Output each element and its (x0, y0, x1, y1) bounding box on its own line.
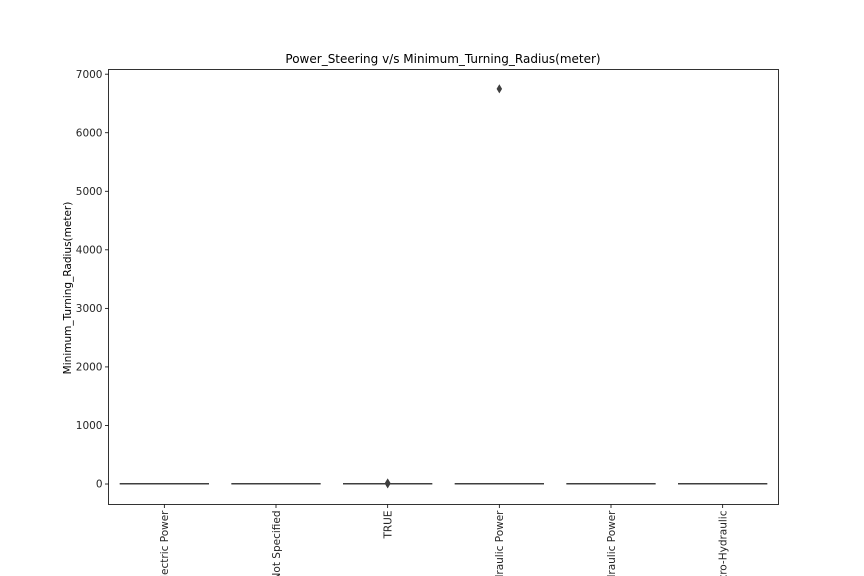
chart-title: Power_Steering v/s Minimum_Turning_Radiu… (285, 52, 600, 66)
plot-area (119, 84, 768, 489)
x-axis-ticks: lectric Power Not Specified TRUE draulic Po… (159, 504, 729, 576)
y-axis-ticks: 0 1000 2000 3000 4000 5000 6000 7000 (76, 69, 109, 491)
y-tick-label: 2000 (76, 362, 103, 374)
x-tick-label: TRUE (382, 511, 394, 540)
y-tick-label: 1000 (76, 420, 103, 432)
y-tick-label: 4000 (76, 245, 103, 257)
y-tick-label: 6000 (76, 127, 103, 139)
outlier-point (496, 84, 503, 94)
x-tick-label: draulic Power (494, 510, 506, 576)
outlier-point (384, 478, 391, 488)
x-tick-label: draulic Power (606, 510, 618, 576)
y-tick-label: 0 (96, 479, 103, 491)
y-tick-label: 7000 (76, 69, 103, 81)
x-tick-label: lectric Power (159, 510, 171, 576)
x-tick-label: ctro-Hydraulic (717, 510, 729, 576)
y-tick-label: 3000 (76, 303, 103, 315)
plot-frame (108, 69, 779, 505)
y-tick-label: 5000 (76, 186, 103, 198)
x-tick-label: Not Specified (271, 511, 283, 576)
y-axis-label: Minimum_Turning_Radius(meter) (62, 202, 74, 375)
